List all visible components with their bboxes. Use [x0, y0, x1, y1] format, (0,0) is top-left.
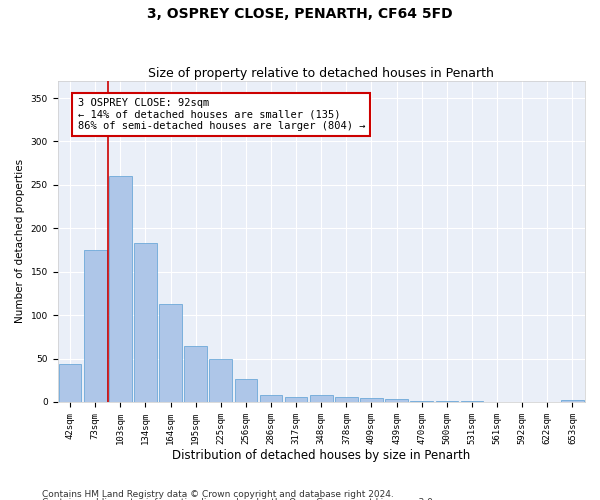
Text: 3, OSPREY CLOSE, PENARTH, CF64 5FD: 3, OSPREY CLOSE, PENARTH, CF64 5FD — [147, 8, 453, 22]
Bar — [285, 397, 307, 402]
Bar — [410, 401, 433, 402]
Bar — [310, 395, 332, 402]
Bar — [461, 401, 483, 402]
Bar — [235, 380, 257, 402]
Bar — [209, 358, 232, 402]
Bar — [134, 243, 157, 402]
Bar — [159, 304, 182, 402]
Bar — [84, 250, 107, 402]
X-axis label: Distribution of detached houses by size in Penarth: Distribution of detached houses by size … — [172, 450, 470, 462]
Bar — [385, 400, 408, 402]
Bar — [561, 400, 584, 402]
Bar — [335, 397, 358, 402]
Bar — [260, 395, 283, 402]
Bar — [109, 176, 131, 402]
Text: Contains HM Land Registry data © Crown copyright and database right 2024.: Contains HM Land Registry data © Crown c… — [42, 490, 394, 499]
Y-axis label: Number of detached properties: Number of detached properties — [15, 160, 25, 324]
Bar — [184, 346, 207, 402]
Bar — [360, 398, 383, 402]
Bar — [59, 364, 82, 402]
Text: Contains public sector information licensed under the Open Government Licence v3: Contains public sector information licen… — [42, 498, 436, 500]
Bar — [436, 401, 458, 402]
Text: 3 OSPREY CLOSE: 92sqm
← 14% of detached houses are smaller (135)
86% of semi-det: 3 OSPREY CLOSE: 92sqm ← 14% of detached … — [77, 98, 365, 131]
Title: Size of property relative to detached houses in Penarth: Size of property relative to detached ho… — [148, 66, 494, 80]
